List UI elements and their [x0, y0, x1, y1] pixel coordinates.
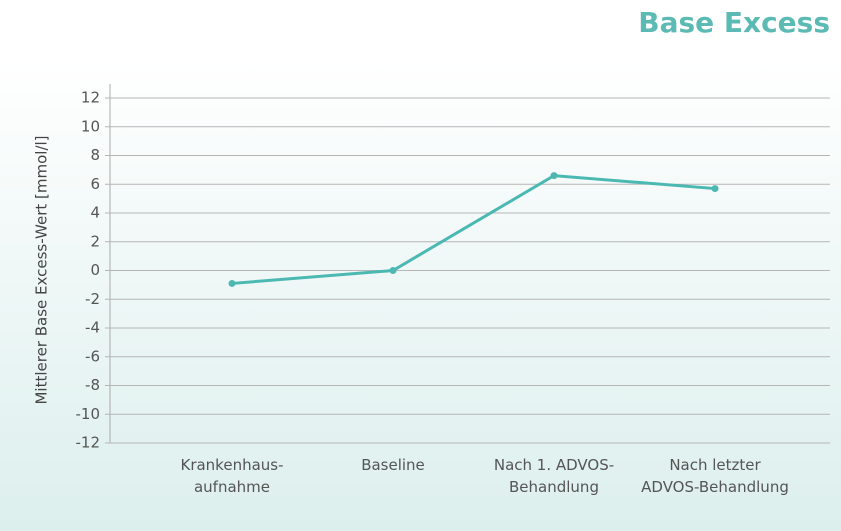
y-tick-label: 4	[90, 204, 100, 222]
point	[228, 279, 236, 287]
x-tick-label: Nach letzter ADVOS-Behandlung	[641, 456, 789, 496]
y-tick-label: -6	[85, 347, 100, 365]
y-tick-label: -12	[76, 434, 101, 452]
y-tick-label: -8	[85, 376, 100, 394]
y-tick-label: -2	[85, 290, 100, 308]
y-tick-label: 8	[90, 146, 100, 164]
x-tick-label: Baseline	[361, 456, 425, 474]
y-tick-label: 12	[81, 89, 100, 107]
y-tick-label: 6	[90, 175, 100, 193]
point	[550, 172, 558, 180]
y-tick-label: 0	[90, 261, 100, 279]
y-tick-label: -10	[76, 405, 101, 423]
line	[231, 174, 716, 285]
chart-title: Base Excess	[638, 6, 830, 39]
y-tick-label: 10	[81, 117, 100, 135]
y-tick-label: -4	[85, 319, 100, 337]
point	[711, 185, 719, 193]
y-tick-label: 2	[90, 232, 100, 250]
x-tick-label: Krankenhaus- aufnahme	[180, 456, 284, 496]
y-axis-label: Mittlerer Base Excess-Wert [mmol/l]	[33, 135, 51, 404]
point	[389, 267, 397, 274]
x-tick-label: Nach 1. ADVOS- Behandlung	[493, 456, 615, 496]
